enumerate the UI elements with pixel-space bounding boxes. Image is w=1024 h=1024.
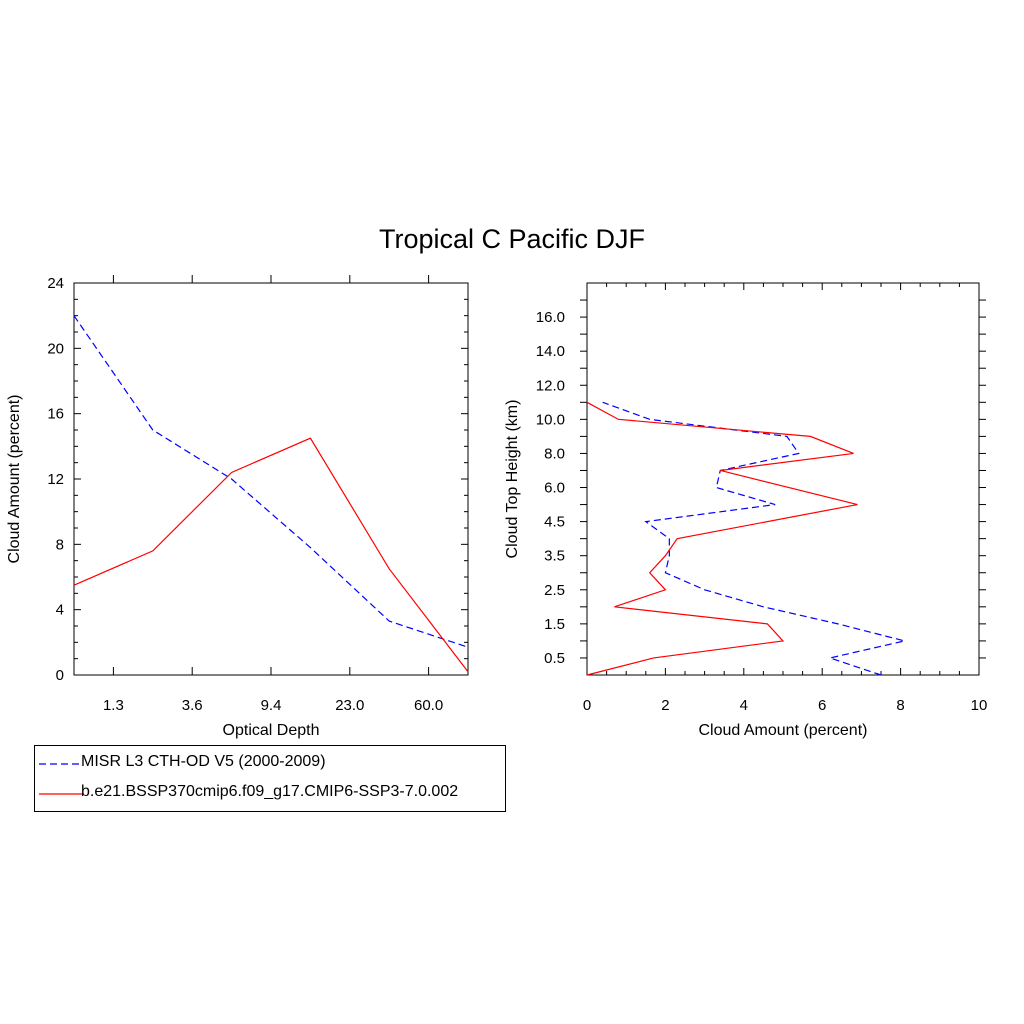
right-y-tick-label: 2.5: [544, 582, 565, 599]
right-y-tick-label: 8.0: [544, 445, 565, 462]
chart-title: Tropical C Pacific DJF: [378, 224, 646, 254]
right-y-tick-label: 6.0: [544, 480, 565, 497]
legend-entry-obs: MISR L3 CTH-OD V5 (2000-2009): [35, 750, 505, 778]
legend-label-obs: MISR L3 CTH-OD V5 (2000-2009): [81, 753, 326, 770]
right-x-tick-label: 10: [971, 697, 988, 714]
right-x-tick-label: 0: [583, 697, 591, 714]
left-x-tick-label: 3.6: [182, 697, 203, 714]
right-y-axis-label: Cloud Top Height (km): [504, 400, 521, 559]
right-y-tick-label: 4.5: [544, 514, 565, 531]
right-y-tick-label: 0.5: [544, 650, 565, 667]
legend-swatch-dashed: [39, 763, 83, 765]
left-series-model-line: [73, 437, 469, 673]
left-series-obs-line: [73, 315, 469, 648]
left-x-tick-label: 1.3: [103, 697, 124, 714]
left-plot-frame: [73, 282, 469, 676]
right-y-tick-label: 12.0: [536, 377, 565, 394]
legend: MISR L3 CTH-OD V5 (2000-2009) b.e21.BSSP…: [34, 745, 506, 812]
right-y-tick-label: 3.5: [544, 548, 565, 565]
left-y-tick-label: 16: [47, 406, 64, 423]
left-y-tick-label: 8: [56, 536, 64, 553]
left-x-tick-label: 60.0: [414, 697, 443, 714]
right-series-obs-line: [602, 401, 905, 676]
legend-swatch-solid: [39, 793, 83, 795]
right-x-axis-label: Cloud Amount (percent): [699, 722, 868, 739]
legend-entry-model: b.e21.BSSP370cmip6.f09_g17.CMIP6-SSP3-7.…: [35, 780, 505, 808]
left-y-tick-label: 4: [56, 602, 64, 619]
right-y-tick-label: 16.0: [536, 309, 565, 326]
right-y-tick-label: 1.5: [544, 616, 565, 633]
right-x-tick-label: 2: [661, 697, 669, 714]
left-y-tick-label: 20: [47, 340, 64, 357]
left-y-axis-label: Cloud Amount (percent): [6, 395, 23, 564]
left-x-tick-label: 9.4: [261, 697, 282, 714]
right-series-model-line: [586, 401, 858, 676]
right-plot-frame: [586, 282, 980, 676]
left-y-tick-label: 24: [47, 275, 64, 292]
legend-label-model: b.e21.BSSP370cmip6.f09_g17.CMIP6-SSP3-7.…: [81, 783, 459, 800]
right-x-tick-label: 8: [896, 697, 904, 714]
right-y-tick-label: 14.0: [536, 343, 565, 360]
left-x-tick-label: 23.0: [335, 697, 364, 714]
left-x-axis-label: Optical Depth: [223, 722, 320, 739]
right-x-tick-label: 6: [818, 697, 826, 714]
left-y-tick-label: 12: [47, 471, 64, 488]
right-x-tick-label: 4: [740, 697, 748, 714]
left-y-tick-label: 0: [56, 667, 64, 684]
right-y-tick-label: 10.0: [536, 411, 565, 428]
